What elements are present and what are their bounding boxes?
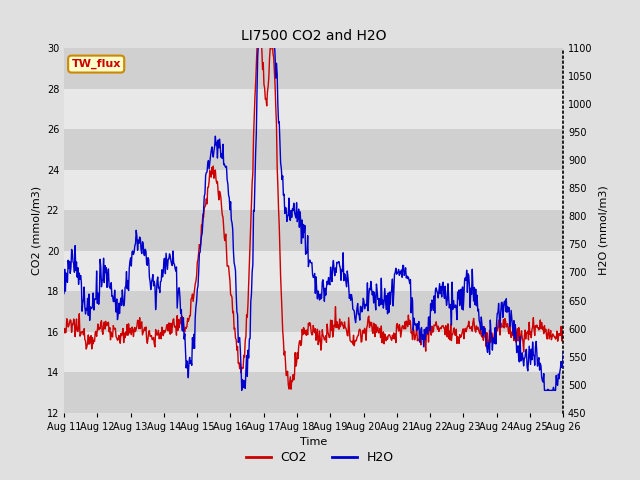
Bar [64, 332, 563, 372]
Bar [64, 372, 563, 413]
X-axis label: Time: Time [300, 437, 327, 447]
Bar [64, 88, 563, 129]
Bar [64, 251, 563, 291]
Y-axis label: CO2 (mmol/m3): CO2 (mmol/m3) [31, 186, 41, 275]
Bar [64, 129, 563, 169]
Y-axis label: H2O (mmol/m3): H2O (mmol/m3) [598, 186, 608, 275]
Title: LI7500 CO2 and H2O: LI7500 CO2 and H2O [241, 29, 387, 43]
Bar [64, 48, 563, 88]
Bar [64, 169, 563, 210]
Bar [64, 291, 563, 332]
Bar [64, 210, 563, 251]
Legend: CO2, H2O: CO2, H2O [241, 446, 399, 469]
Text: TW_flux: TW_flux [72, 59, 121, 69]
